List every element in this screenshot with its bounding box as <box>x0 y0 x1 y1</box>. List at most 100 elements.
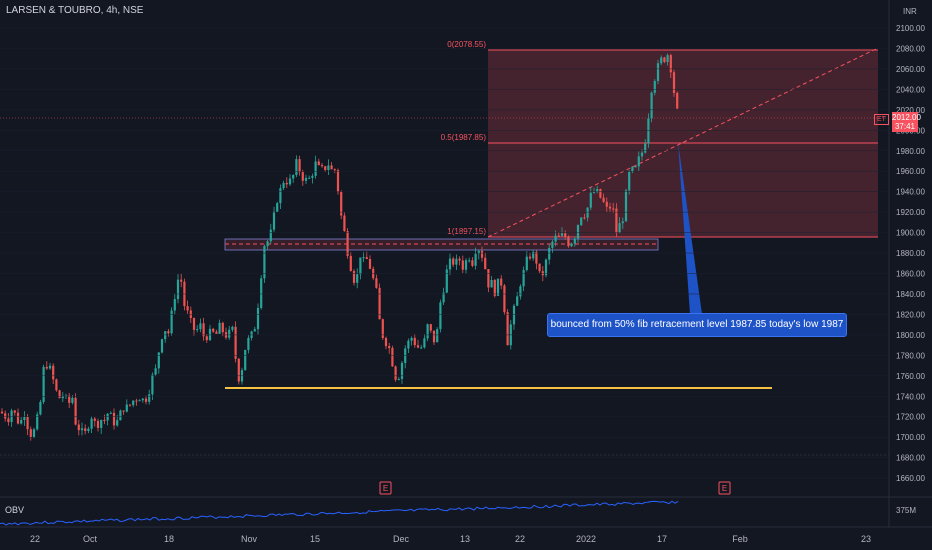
candle-body <box>154 368 157 375</box>
candle-body <box>231 326 234 330</box>
candle-body <box>93 418 96 421</box>
candle-body <box>71 397 74 403</box>
candle-body <box>554 235 557 242</box>
candle-body <box>205 336 208 341</box>
candle-body <box>106 413 109 421</box>
candle-body <box>416 345 420 348</box>
candle-body <box>349 255 352 272</box>
candle-body <box>196 329 199 331</box>
candle-body <box>426 324 429 339</box>
candle-body <box>647 118 650 144</box>
candle-body <box>519 286 522 297</box>
candle-body <box>618 223 621 233</box>
y-tick-label: 1760.00 <box>896 372 925 381</box>
candle-body <box>308 177 311 179</box>
y-tick-label: 1980.00 <box>896 147 925 156</box>
candle-body <box>599 189 602 198</box>
candle-body <box>589 192 592 208</box>
obv-label: OBV <box>5 505 25 515</box>
candle-body <box>525 256 528 271</box>
countdown-value: 37:41 <box>894 122 916 131</box>
candle-body <box>295 159 298 176</box>
candle-body <box>330 165 333 170</box>
x-tick-label: 22 <box>515 534 525 544</box>
candle-body <box>580 217 583 226</box>
candle-body <box>212 328 215 332</box>
candle-body <box>301 172 304 181</box>
candle-body <box>45 366 48 369</box>
candle-body <box>160 339 164 353</box>
candle-body <box>52 365 55 380</box>
candle-body <box>74 397 77 425</box>
candle-body <box>615 208 618 233</box>
candle-body <box>544 259 548 276</box>
candle-body <box>436 329 439 343</box>
candle-body <box>362 257 365 259</box>
currency-label: INR <box>903 7 917 16</box>
candle-body <box>32 429 36 438</box>
candle-body <box>266 241 269 247</box>
candle-body <box>656 63 660 81</box>
candle-body <box>439 302 442 330</box>
x-tick-label: 13 <box>460 534 470 544</box>
time-axis[interactable]: 22 Oct 18 Nov 15 Dec 13 22 2022 17 Feb 23 <box>30 534 871 544</box>
candle-body <box>468 260 471 262</box>
candle-body <box>500 278 503 286</box>
candle-body <box>234 326 237 359</box>
price-axis[interactable]: 1660.00 1680.00 1700.00 1720.00 1740.00 1760.… <box>0 24 925 483</box>
candle-body <box>151 374 154 395</box>
y-tick-label: 1720.00 <box>896 413 925 422</box>
candle-body <box>96 420 100 428</box>
candle-body <box>384 338 388 347</box>
candle-body <box>288 178 292 185</box>
candle-body <box>496 278 500 296</box>
candle-body <box>311 175 314 178</box>
candle-body <box>10 410 13 423</box>
y-tick-label: 1700.00 <box>896 433 925 442</box>
candle-body <box>333 169 336 171</box>
candle-body <box>477 250 480 254</box>
candle-body <box>404 348 407 363</box>
last-price-tag: 2012.00 37:41 <box>892 112 921 132</box>
y-tick-label: 2100.00 <box>896 24 925 33</box>
callout-note[interactable]: bounced from 50% fib retracement level 1… <box>547 313 847 337</box>
y-tick-label: 1920.00 <box>896 208 925 217</box>
candle-body <box>314 161 317 176</box>
candle-body <box>365 257 368 259</box>
y-tick-label: 1820.00 <box>896 310 925 319</box>
candle-body <box>112 412 116 426</box>
candle-body <box>148 394 151 402</box>
candle-body <box>237 358 240 382</box>
candle-body <box>410 337 413 341</box>
candle-body <box>23 416 26 421</box>
candle-body <box>304 177 308 181</box>
candle-body <box>173 299 176 311</box>
earnings-marker-1[interactable] <box>379 481 392 495</box>
candle-body <box>343 215 346 232</box>
candle-body <box>506 312 509 346</box>
candle-body <box>573 238 576 244</box>
candle-body <box>116 420 119 426</box>
candle-body <box>397 378 400 380</box>
candle-body <box>516 296 519 306</box>
earnings-marker-2[interactable] <box>718 481 731 495</box>
candle-body <box>570 243 573 247</box>
y-tick-label: 2020.00 <box>896 106 925 115</box>
candle-body <box>452 258 455 265</box>
candle-body <box>276 203 279 212</box>
candle-body <box>125 404 128 412</box>
candle-body <box>58 390 61 399</box>
candle-body <box>650 92 653 119</box>
fib-trend-line <box>487 47 879 238</box>
candle-body <box>538 263 541 272</box>
candle-body <box>42 366 45 402</box>
candle-body <box>215 331 218 334</box>
candle-body <box>490 279 493 288</box>
candle-body <box>407 340 410 349</box>
candle-body <box>378 287 381 320</box>
x-tick-label: Nov <box>241 534 258 544</box>
candle-body <box>256 308 260 330</box>
candle-body <box>596 189 599 192</box>
candle-body <box>29 429 32 438</box>
